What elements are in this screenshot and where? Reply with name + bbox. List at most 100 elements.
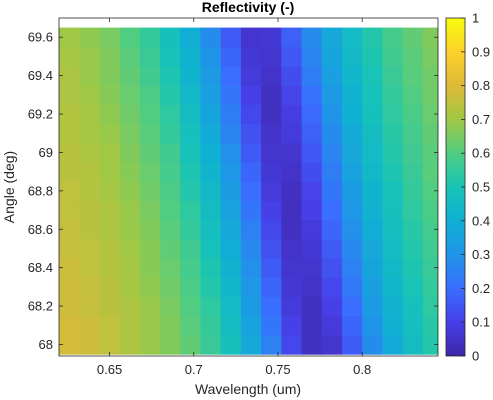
heatmap-cell (200, 238, 222, 259)
heatmap-cell (160, 277, 181, 298)
heatmap-cell (59, 219, 80, 240)
heatmap-cell (281, 315, 303, 336)
heatmap-cell (402, 296, 424, 317)
heatmap-cells (59, 27, 438, 355)
heatmap-cell (321, 296, 343, 317)
x-tick-label: 0.8 (353, 362, 371, 377)
heatmap-cell (200, 277, 222, 298)
heatmap-cell (281, 46, 303, 67)
heatmap-cell (382, 334, 404, 355)
heatmap-cell (79, 27, 101, 48)
heatmap-cell (281, 296, 303, 317)
x-tick-label: 0.75 (265, 362, 290, 377)
heatmap-cell (281, 162, 303, 182)
heatmap-cell (119, 258, 141, 278)
heatmap-cell (402, 162, 424, 182)
heatmap-cell (261, 27, 282, 48)
heatmap-cell (402, 142, 424, 163)
heatmap-cell (301, 315, 323, 336)
heatmap-cell (220, 46, 242, 67)
heatmap-cell (59, 296, 80, 317)
heatmap-cell (59, 334, 80, 355)
heatmap-cell (402, 219, 424, 240)
heatmap-cell (79, 142, 101, 163)
heatmap-cell (240, 296, 262, 317)
y-tick-label: 68.6 (28, 222, 53, 237)
heatmap-cell (382, 238, 404, 259)
heatmap-cell (261, 181, 282, 202)
heatmap-cell (301, 104, 323, 125)
heatmap-cell (281, 258, 303, 278)
heatmap-cell (341, 66, 363, 86)
heatmap-cell (200, 219, 222, 240)
heatmap-cell (180, 219, 202, 240)
heatmap-cell (281, 200, 303, 221)
heatmap-cell (139, 258, 161, 278)
heatmap-cell (422, 27, 438, 48)
heatmap-cell (301, 219, 323, 240)
heatmap-cell (362, 142, 384, 163)
heatmap-cell (180, 104, 202, 125)
y-tick-label: 68.4 (28, 260, 53, 275)
colorbar-tick-label: 0.1 (472, 315, 490, 330)
heatmap-cell (261, 334, 282, 355)
heatmap-cell (261, 162, 282, 182)
heatmap-cell (321, 85, 343, 106)
heatmap-cell (301, 142, 323, 163)
heatmap-cell (402, 200, 424, 221)
heatmap-cell (180, 238, 202, 259)
heatmap-cell (139, 277, 161, 298)
y-axis-ticks: 68 68.2 68.4 68.6 68.8 69 69.2 69.4 69.6 (28, 30, 438, 352)
heatmap-cell (59, 258, 80, 278)
heatmap-cell (139, 334, 161, 355)
heatmap-cell (261, 85, 282, 106)
y-tick-label: 69.4 (28, 68, 53, 83)
heatmap-cell (422, 181, 438, 202)
heatmap-cell (281, 85, 303, 106)
heatmap-cell (321, 104, 343, 125)
heatmap-cell (79, 104, 101, 125)
heatmap-cell (261, 277, 282, 298)
heatmap-cell (160, 162, 181, 182)
heatmap-cell (321, 315, 343, 336)
colorbar-tick-label: 0 (472, 349, 479, 364)
heatmap-cell (119, 200, 141, 221)
heatmap-cell (301, 181, 323, 202)
heatmap-cell (281, 123, 303, 144)
heatmap-cell (99, 27, 121, 48)
heatmap-cell (240, 123, 262, 144)
heatmap-cell (261, 238, 282, 259)
heatmap-cell (79, 66, 101, 86)
heatmap-cell (402, 66, 424, 86)
heatmap-cell (99, 258, 121, 278)
heatmap-cell (281, 142, 303, 163)
heatmap-cell (180, 315, 202, 336)
heatmap-cell (261, 258, 282, 278)
heatmap-cell (200, 142, 222, 163)
heatmap-cell (59, 66, 80, 86)
colorbar-tick-label: 0.7 (472, 112, 490, 127)
heatmap-cell (281, 27, 303, 48)
heatmap-cell (79, 238, 101, 259)
heatmap-cell (240, 200, 262, 221)
y-tick-label: 69 (39, 145, 53, 160)
heatmap-cell (240, 104, 262, 125)
heatmap-cell (261, 46, 282, 67)
heatmap-cell (220, 238, 242, 259)
colorbar-tick-label: 0.9 (472, 44, 490, 59)
heatmap-cell (59, 162, 80, 182)
heatmap-cell (301, 296, 323, 317)
heatmap-cell (422, 258, 438, 278)
heatmap-cell (220, 258, 242, 278)
heatmap-cell (160, 85, 181, 106)
heatmap-cell (341, 219, 363, 240)
heatmap-cell (321, 277, 343, 298)
y-tick-label: 68.2 (28, 299, 53, 314)
heatmap-cell (220, 85, 242, 106)
heatmap-cell (240, 334, 262, 355)
heatmap-cell (59, 181, 80, 202)
heatmap-cell (79, 334, 101, 355)
heatmap-cell (362, 238, 384, 259)
heatmap-cell (139, 85, 161, 106)
heatmap-cell (301, 85, 323, 106)
